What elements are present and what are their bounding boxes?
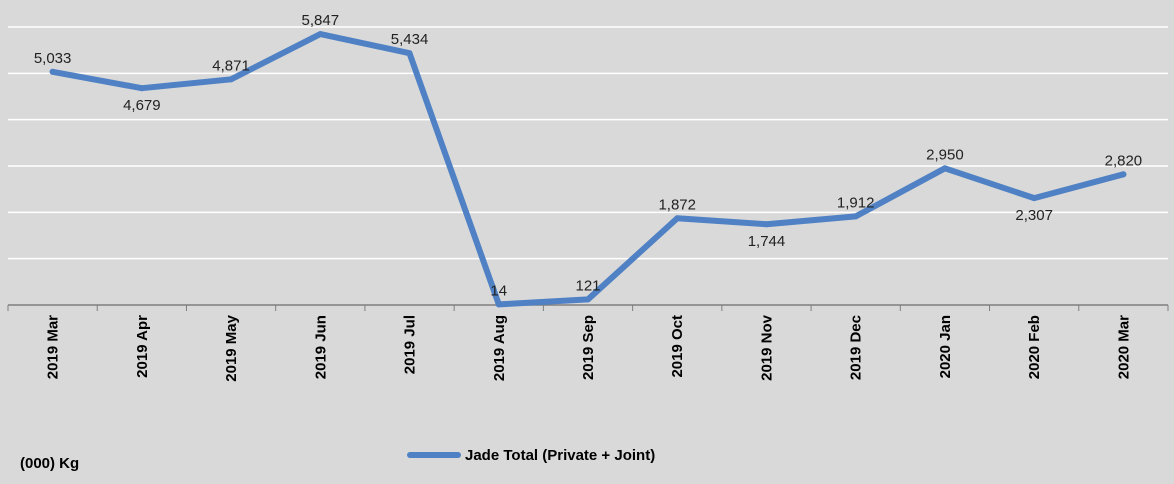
x-tick-label: 2019 Jul [402, 315, 419, 374]
x-tick-label: 2020 Mar [1115, 315, 1132, 379]
x-tick-label: 2019 Aug [491, 315, 508, 381]
data-label: 4,871 [212, 57, 250, 74]
data-point [138, 85, 145, 92]
data-point [941, 165, 948, 172]
unit-label: (000) Kg [20, 455, 79, 472]
data-point [763, 221, 770, 228]
data-label: 5,847 [302, 12, 340, 29]
data-label: 4,679 [123, 97, 161, 114]
data-label: 5,434 [391, 31, 429, 48]
data-point [317, 31, 324, 38]
legend-label: Jade Total (Private + Joint) [465, 447, 655, 464]
x-tick-label: 2019 Mar [45, 315, 62, 379]
data-labels: 5,033 4,679 4,871 5,847 5,434 14 121 1,872 1,744… [34, 12, 1142, 299]
data-label: 14 [490, 282, 507, 299]
x-axis [7, 304, 1169, 311]
data-label: 1,872 [658, 196, 696, 213]
data-label: 5,033 [34, 50, 72, 67]
legend: Jade Total (Private + Joint) [407, 447, 655, 464]
data-label: 2,820 [1105, 152, 1143, 169]
x-tick-label: 2019 Sep [580, 315, 597, 380]
data-label: 2,307 [1015, 207, 1053, 224]
data-point [1120, 171, 1127, 178]
x-tick-labels: 2019 Mar 2019 Apr 2019 May 2019 Jun 2019 Jul… [45, 314, 1133, 381]
series-layer [49, 31, 1127, 308]
x-tick-label: 2019 Oct [669, 315, 686, 378]
data-point [406, 50, 413, 57]
data-point [1031, 195, 1038, 202]
x-tick-label: 2020 Feb [1026, 315, 1043, 379]
data-point [674, 215, 681, 222]
x-tick-label: 2020 Jan [937, 315, 954, 378]
x-tick-label: 2019 Nov [758, 314, 775, 381]
gridlines [8, 26, 1168, 260]
data-label: 1,912 [837, 194, 875, 211]
x-tick-label: 2019 Jun [312, 315, 329, 379]
data-label: 1,744 [748, 233, 786, 250]
data-point [852, 213, 859, 220]
x-tick-label: 2019 Dec [848, 315, 865, 380]
x-tick-label: 2019 Apr [134, 315, 151, 378]
data-point [228, 76, 235, 83]
x-tick-label: 2019 May [223, 314, 240, 381]
data-point [585, 296, 591, 303]
data-point [49, 68, 56, 75]
data-label: 121 [575, 277, 600, 294]
data-point [495, 301, 502, 308]
data-label: 2,950 [926, 146, 964, 163]
